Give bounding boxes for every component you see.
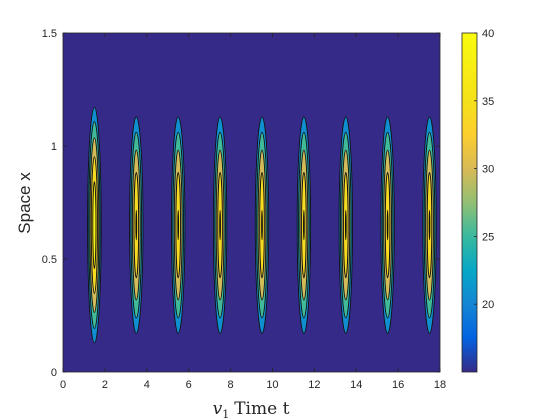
x-tick-label: 0 — [60, 379, 66, 391]
colorbar-tick-label: 40 — [482, 28, 494, 40]
colorbar-tick-label: 25 — [482, 231, 494, 243]
peak-7 — [338, 116, 353, 334]
contour-band-5 — [177, 209, 180, 241]
contour-band-5 — [386, 209, 389, 241]
contour-band-5 — [135, 209, 138, 241]
x-tick-label: 6 — [186, 379, 192, 391]
x-tick-label: 10 — [266, 379, 278, 391]
x-tick-label: 12 — [308, 379, 320, 391]
x-tick-label: 4 — [144, 379, 150, 391]
y-tick-label: 0.5 — [42, 254, 57, 266]
plot-background — [63, 33, 440, 372]
y-axis: 0 0.5 1 1.5 — [42, 28, 440, 379]
contour-band-5 — [92, 181, 97, 269]
peak-4 — [212, 116, 228, 334]
contour-band-5 — [344, 209, 347, 241]
y-tick-label: 1 — [51, 141, 57, 153]
colorbar-tick-label: 35 — [482, 96, 494, 108]
colorbar-tick-label: 20 — [482, 299, 494, 311]
peak-6 — [296, 116, 312, 334]
colorbar: 20 25 30 35 40 — [461, 28, 494, 373]
contour-band-5 — [219, 209, 221, 241]
x-axis-title: v1 Time t — [213, 399, 290, 420]
contour-band-5 — [261, 209, 263, 241]
contour-band-5 — [303, 209, 305, 241]
x-tick-label: 2 — [102, 379, 108, 391]
colorbar-ticks: 20 25 30 35 40 — [474, 28, 494, 311]
y-axis-title: Space x — [15, 172, 34, 234]
peak-1 — [87, 106, 102, 344]
x-tick-label: 18 — [434, 379, 446, 391]
peak-9 — [422, 116, 437, 334]
x-tick-label: 16 — [392, 379, 404, 391]
contour-bands — [87, 106, 437, 344]
peak-3 — [171, 116, 186, 334]
y-tick-label: 1.5 — [42, 28, 57, 40]
plot-frame — [62, 32, 441, 373]
peak-8 — [380, 116, 395, 334]
x-tick-label: 14 — [350, 379, 362, 391]
peak-5 — [254, 116, 270, 334]
colorbar-gradient — [461, 32, 478, 373]
peak-2 — [129, 116, 144, 334]
colorbar-tick-label: 30 — [482, 164, 494, 176]
x-tick-label: 8 — [227, 379, 233, 391]
x-axis: 0 2 4 6 8 10 12 14 16 18 — [60, 33, 446, 391]
contour-band-5 — [428, 209, 431, 241]
y-tick-label: 0 — [51, 367, 57, 379]
plot-area — [62, 32, 441, 373]
